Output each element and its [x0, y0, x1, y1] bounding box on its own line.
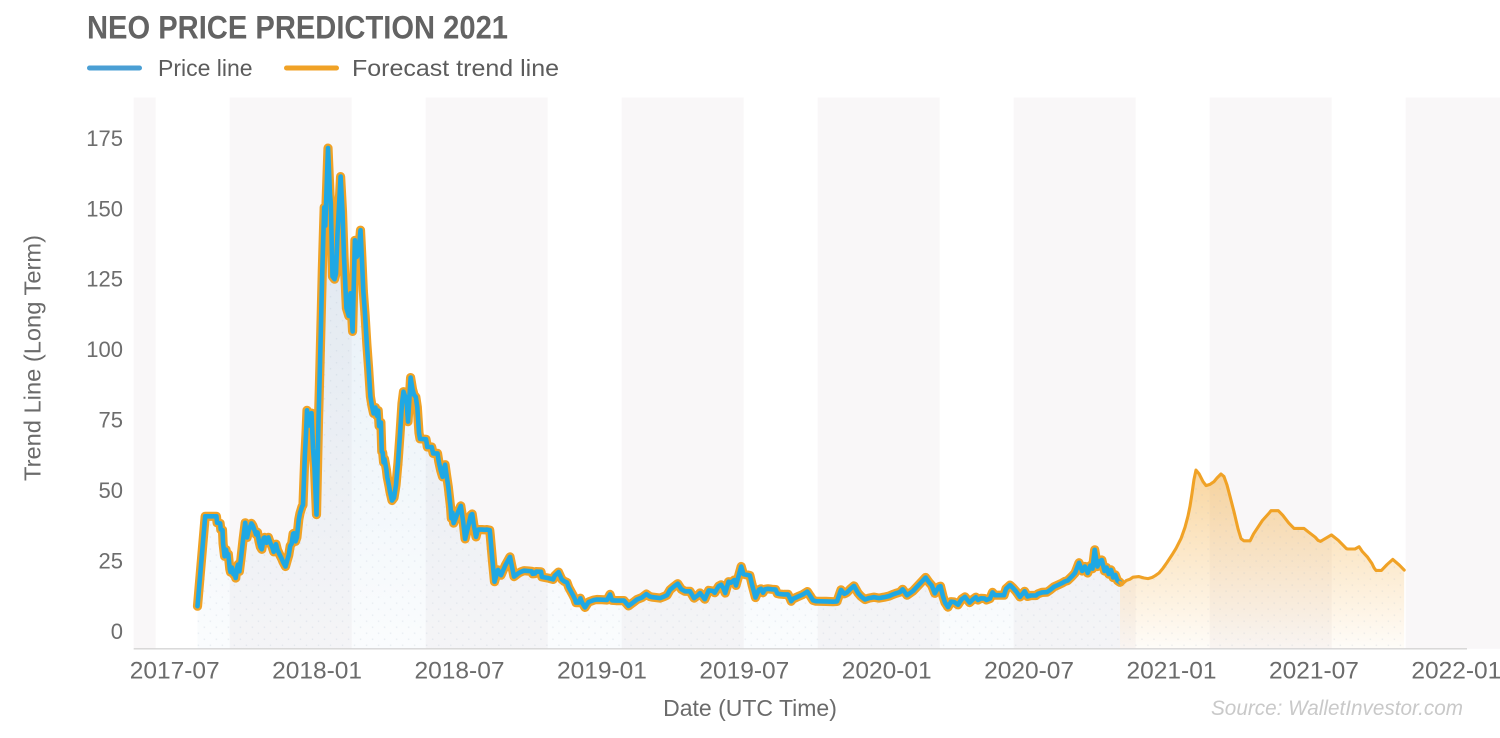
svg-text:2020-07: 2020-07 [984, 658, 1074, 685]
svg-text:2019-01: 2019-01 [557, 658, 647, 685]
svg-text:2018-07: 2018-07 [415, 658, 505, 685]
svg-text:Forecast trend line: Forecast trend line [352, 55, 559, 81]
svg-text:25: 25 [99, 549, 123, 574]
svg-text:Price line: Price line [158, 55, 253, 81]
svg-text:2020-01: 2020-01 [842, 658, 932, 685]
svg-text:2017-07: 2017-07 [130, 658, 220, 685]
svg-text:100: 100 [86, 337, 123, 362]
svg-text:2022-01: 2022-01 [1411, 658, 1500, 685]
svg-text:150: 150 [86, 196, 123, 221]
svg-text:175: 175 [86, 126, 123, 151]
svg-text:NEO PRICE PREDICTION 2021: NEO PRICE PREDICTION 2021 [87, 10, 508, 46]
svg-text:0: 0 [111, 619, 123, 644]
svg-text:Date (UTC Time): Date (UTC Time) [663, 695, 837, 721]
svg-text:2021-07: 2021-07 [1269, 658, 1359, 685]
svg-text:75: 75 [99, 408, 123, 433]
svg-text:2021-01: 2021-01 [1127, 658, 1217, 685]
svg-text:Trend Line (Long Term): Trend Line (Long Term) [20, 235, 46, 481]
svg-text:2019-07: 2019-07 [699, 658, 789, 685]
svg-text:2018-01: 2018-01 [272, 658, 362, 685]
svg-text:50: 50 [99, 478, 123, 503]
svg-text:Source: WalletInvestor.com: Source: WalletInvestor.com [1211, 696, 1463, 720]
svg-text:125: 125 [86, 267, 123, 292]
